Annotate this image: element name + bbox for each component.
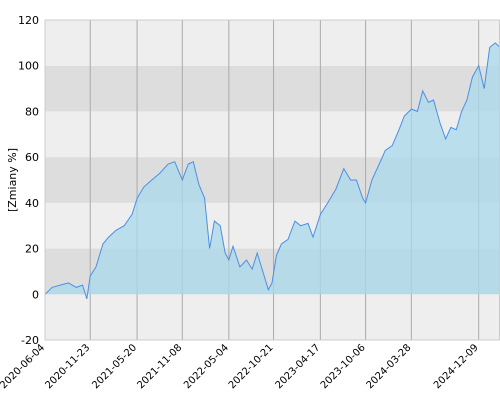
x-tick-label: 2021-05-20 <box>90 342 139 391</box>
x-tick-label: 2024-03-28 <box>365 342 414 391</box>
y-tick-label: 20 <box>25 243 39 256</box>
x-tick-label: 2024-12-09 <box>432 342 481 391</box>
y-tick-label: 80 <box>25 105 39 118</box>
y-axis-label: [Zmiany %] <box>6 148 19 212</box>
y-tick-label: 100 <box>18 60 39 73</box>
y-tick-label: 0 <box>32 288 39 301</box>
x-tick-label: 2023-10-06 <box>319 342 368 391</box>
x-tick-label: 2023-04-17 <box>274 342 323 391</box>
background-band <box>45 20 500 66</box>
x-tick-label: 2022-10-21 <box>227 342 276 391</box>
y-tick-label: 120 <box>18 14 39 27</box>
x-tick-label: 2022-05-04 <box>182 342 231 391</box>
x-tick-label: 2021-11-08 <box>136 342 185 391</box>
y-tick-label: 40 <box>25 197 39 210</box>
y-tick-label: 60 <box>25 151 39 164</box>
line <box>44 42 500 300</box>
area <box>45 42 500 299</box>
x-tick-label: 2020-11-23 <box>43 342 92 391</box>
background-band <box>45 294 500 340</box>
y-tick-label: -20 <box>21 334 39 347</box>
x-tick-label: 2020-06-04 <box>0 342 47 391</box>
